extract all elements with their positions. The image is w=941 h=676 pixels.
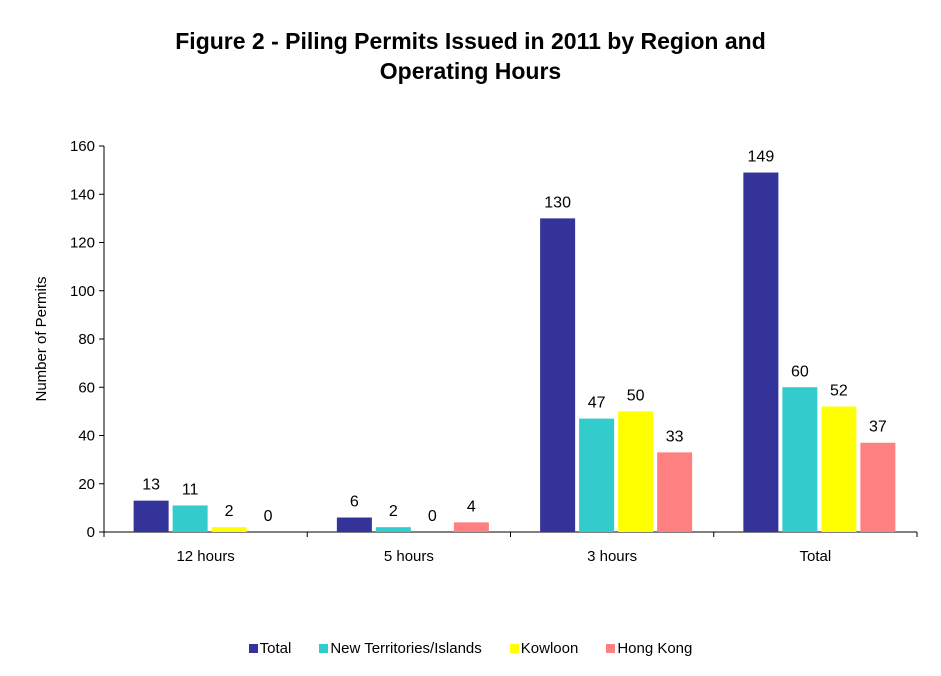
y-tick-label: 20: [78, 476, 95, 493]
x-tick-label: 5 hours: [384, 548, 434, 565]
chart-title: Figure 2 - Piling Permits Issued in 2011…: [0, 26, 941, 86]
data-label: 11: [182, 481, 199, 498]
bar-hong-kong: [657, 452, 693, 532]
bar-new-territories-islands: [375, 527, 411, 532]
y-tick-label: 100: [70, 283, 95, 300]
legend-label: Total: [259, 640, 292, 657]
data-label: 6: [350, 494, 359, 511]
x-tick-label: 3 hours: [587, 548, 637, 565]
bar-total: [133, 500, 169, 532]
data-label: 13: [142, 477, 160, 494]
bar-kowloon: [618, 411, 654, 532]
data-label: 37: [869, 419, 887, 436]
y-tick-label: 140: [70, 186, 95, 203]
y-tick-label: 40: [78, 428, 95, 445]
legend-item: Hong Kong: [606, 640, 692, 657]
legend-swatch: [606, 644, 616, 653]
data-label: 4: [467, 498, 476, 515]
y-tick-label: 160: [70, 138, 95, 155]
bar-hong-kong: [860, 442, 896, 532]
y-tick-label: 120: [70, 235, 95, 252]
data-label: 0: [264, 508, 273, 525]
legend-item: Kowloon: [509, 640, 579, 657]
data-label: 60: [791, 363, 809, 380]
bar-kowloon: [211, 527, 247, 532]
data-label: 52: [830, 383, 848, 400]
data-label: 130: [544, 194, 571, 211]
legend-swatch: [509, 644, 519, 653]
x-tick-label: Total: [800, 548, 832, 565]
legend: Total New Territories/Islands Kowloon Hong …: [0, 640, 941, 657]
bar-new-territories-islands: [782, 387, 818, 532]
bar-kowloon: [821, 406, 857, 532]
data-label: 0: [428, 508, 437, 525]
legend-swatch: [248, 644, 258, 653]
y-tick-label: 0: [87, 524, 95, 541]
data-label: 2: [389, 503, 398, 520]
y-tick-label: 80: [78, 331, 95, 348]
data-label: 149: [748, 149, 775, 166]
legend-item: Total: [248, 640, 292, 657]
bar-new-territories-islands: [172, 505, 208, 532]
legend-label: New Territories/Islands: [330, 640, 482, 657]
bar-total: [743, 172, 779, 532]
bar-total: [540, 218, 576, 532]
x-tick-label: 12 hours: [176, 548, 234, 565]
data-label: 47: [588, 395, 606, 412]
bar-total: [336, 517, 372, 532]
legend-swatch: [319, 644, 329, 653]
y-axis-label: Number of Permits: [33, 276, 50, 401]
bar-new-territories-islands: [579, 418, 615, 532]
legend-item: New Territories/Islands: [319, 640, 482, 657]
legend-label: Kowloon: [520, 640, 579, 657]
legend-label: Hong Kong: [617, 640, 693, 657]
y-tick-label: 60: [78, 379, 95, 396]
data-label: 33: [666, 428, 684, 445]
data-label: 50: [627, 387, 645, 404]
bar-hong-kong: [453, 522, 489, 532]
data-label: 2: [225, 503, 234, 520]
chart-title-line-1: Figure 2 - Piling Permits Issued in 2011…: [175, 28, 766, 54]
chart-title-line-2: Operating Hours: [379, 58, 562, 84]
